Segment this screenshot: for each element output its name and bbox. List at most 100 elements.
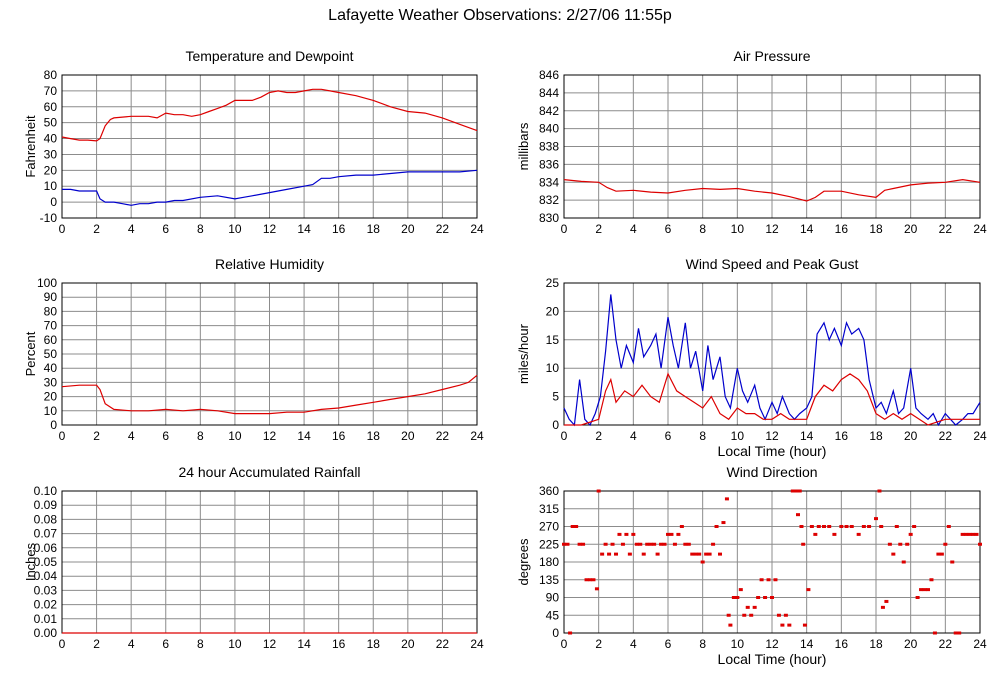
rain-x-tick-label: 12 — [263, 637, 277, 651]
pressure-y-tick-label: 834 — [539, 175, 559, 189]
humidity-y-tick-label: 10 — [44, 404, 58, 418]
temp-x-tick-label: 0 — [59, 222, 66, 236]
wind-y-axis-label: miles/hour — [516, 323, 531, 384]
humidity-x-tick-label: 16 — [332, 429, 346, 443]
direction-x-tick-label: 12 — [765, 637, 779, 651]
direction-data-point — [591, 578, 596, 582]
pressure-x-tick-label: 12 — [765, 222, 779, 236]
humidity-x-tick-label: 6 — [162, 429, 169, 443]
direction-data-point — [711, 542, 716, 546]
pressure-y-tick-label: 842 — [539, 104, 559, 118]
humidity-x-tick-label: 14 — [297, 429, 311, 443]
direction-data-point — [783, 613, 788, 617]
pressure-x-tick-label: 20 — [904, 222, 918, 236]
humidity-plot-frame — [61, 282, 478, 426]
direction-data-point — [584, 578, 589, 582]
direction-data-point — [749, 613, 754, 617]
direction-data-point — [742, 613, 747, 617]
rain-x-tick-label: 0 — [59, 637, 66, 651]
wind-x-tick-label: 4 — [630, 429, 637, 443]
direction-data-point — [666, 532, 670, 536]
direction-data-point — [652, 542, 657, 546]
humidity-y-tick-label: 0 — [50, 418, 57, 432]
direction-x-tick-label: 22 — [939, 637, 953, 651]
direction-data-point — [799, 525, 804, 528]
pressure-y-tick-label: 830 — [539, 211, 559, 225]
direction-data-point — [861, 525, 866, 528]
direction-y-axis-label: degrees — [516, 538, 531, 585]
direction-data-point — [607, 552, 612, 556]
humidity-y-tick-label: 80 — [44, 304, 58, 318]
humidity-y-tick-label: 90 — [44, 290, 58, 304]
rain-title: 24 hour Accumulated Rainfall — [178, 464, 360, 480]
direction-data-point — [822, 525, 826, 528]
rain-y-tick-label: 0.04 — [34, 569, 58, 583]
direction-x-tick-label: 20 — [904, 637, 918, 651]
direction-data-point — [631, 532, 636, 536]
pressure-x-tick-label: 10 — [731, 222, 745, 236]
pressure-x-tick-label: 22 — [939, 222, 953, 236]
temp-x-tick-label: 24 — [470, 222, 484, 236]
direction-data-point — [617, 532, 622, 536]
humidity-x-tick-label: 2 — [93, 429, 100, 443]
direction-data-point — [856, 532, 861, 536]
direction-data-point — [638, 542, 643, 546]
direction-y-tick-label: 225 — [539, 537, 559, 551]
wind-x-tick-label: 22 — [939, 429, 953, 443]
temp-x-tick-label: 14 — [297, 222, 311, 236]
direction-data-point — [898, 542, 903, 546]
direction-data-point — [802, 623, 807, 627]
direction-data-point — [801, 542, 806, 546]
rain-y-tick-label: 0.09 — [34, 498, 58, 512]
rain-x-tick-label: 20 — [401, 637, 415, 651]
direction-x-tick-label: 16 — [835, 637, 849, 651]
direction-data-point — [726, 613, 731, 617]
temp-y-tick-label: 70 — [44, 84, 58, 98]
direction-data-point — [641, 552, 646, 556]
direction-data-point — [610, 542, 615, 546]
direction-data-point — [745, 605, 750, 609]
humidity-x-tick-label: 24 — [470, 429, 484, 443]
temp-y-tick-label: 0 — [50, 195, 57, 209]
rain-y-tick-label: 0.03 — [34, 583, 58, 597]
temp-series-line-1 — [62, 169, 478, 206]
temp-title: Temperature and Dewpoint — [185, 48, 353, 64]
direction-y-tick-label: 315 — [539, 502, 559, 516]
temp-y-axis-label: Fahrenheit — [23, 115, 38, 178]
direction-data-point — [594, 587, 599, 591]
direction-data-point — [735, 596, 740, 599]
direction-data-point — [950, 560, 955, 564]
pressure-x-tick-label: 4 — [630, 222, 637, 236]
direction-data-point — [624, 532, 629, 536]
wind-x-tick-label: 18 — [869, 429, 883, 443]
page-title: Lafayette Weather Observations: 2/27/06 … — [328, 7, 672, 24]
direction-data-point — [700, 560, 705, 564]
humidity-x-tick-label: 4 — [128, 429, 135, 443]
direction-data-point — [676, 532, 681, 536]
temp-x-tick-label: 16 — [332, 222, 346, 236]
humidity-x-tick-label: 10 — [228, 429, 242, 443]
direction-y-tick-label: 270 — [539, 520, 559, 534]
temp-y-tick-label: 20 — [44, 163, 58, 177]
direction-data-point — [704, 552, 709, 556]
direction-data-point — [645, 542, 650, 546]
direction-x-tick-label: 24 — [973, 637, 987, 651]
direction-data-point — [832, 532, 837, 536]
pressure-y-tick-label: 846 — [539, 68, 559, 82]
direction-data-point — [752, 605, 757, 609]
direction-data-point — [648, 542, 653, 546]
direction-data-point — [912, 525, 917, 528]
direction-data-point — [568, 631, 573, 635]
humidity-y-tick-label: 100 — [37, 276, 57, 290]
direction-data-point — [926, 588, 930, 592]
direction-data-point — [634, 542, 639, 546]
direction-data-point — [581, 542, 586, 546]
temp-y-tick-label: 30 — [44, 147, 58, 161]
pressure-x-tick-label: 16 — [835, 222, 849, 236]
wind-x-axis-label: Local Time (hour) — [718, 443, 827, 459]
pressure-x-tick-label: 6 — [665, 222, 672, 236]
direction-data-point — [707, 552, 712, 556]
rain-x-tick-label: 18 — [367, 637, 381, 651]
rain-y-tick-label: 0.10 — [34, 484, 58, 498]
wind-y-tick-label: 0 — [552, 418, 559, 432]
